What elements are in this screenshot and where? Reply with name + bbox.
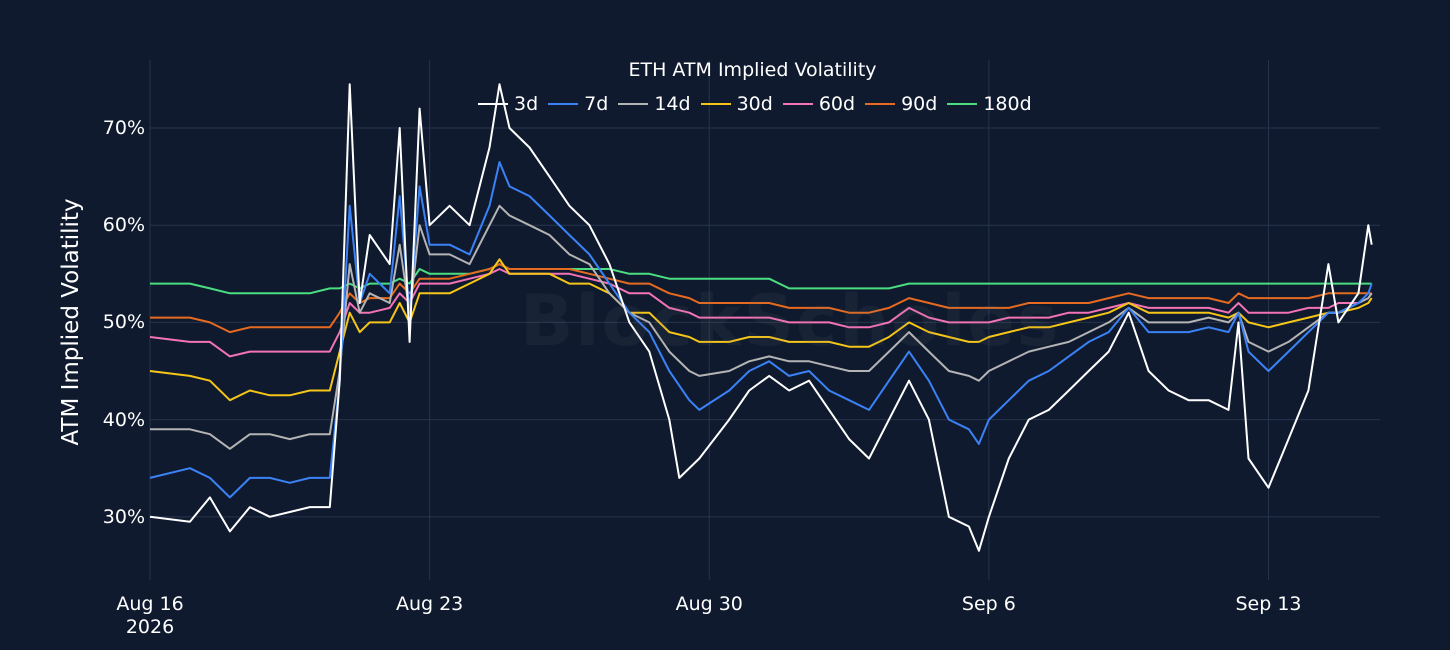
legend-label: 90d: [901, 93, 938, 115]
legend-label: 3d: [514, 93, 539, 115]
series-line-30d: [149, 258, 1373, 402]
legend-item-90d[interactable]: 90d: [865, 93, 937, 115]
legend-item-7d[interactable]: 7d: [548, 93, 608, 115]
x-tick-label: Sep 6: [961, 593, 1016, 615]
legend: 3d 7d 14d 30d 60d 90d 180d: [478, 93, 1042, 115]
legend-item-14d[interactable]: 14d: [618, 93, 691, 115]
x-tick-label: Sep 13: [1235, 593, 1302, 615]
legend-swatch: [618, 103, 649, 105]
series-line-180d: [150, 263, 1372, 295]
legend-label: 180d: [983, 93, 1032, 115]
y-tick-label: 30%: [102, 505, 145, 528]
x-tick-label: Aug 30: [675, 593, 743, 615]
legend-swatch: [478, 103, 508, 105]
y-tick-label: 70%: [102, 117, 145, 140]
y-tick-label: 40%: [102, 408, 145, 431]
x-tick-year-label: 2026: [125, 616, 175, 638]
x-tick-label: Aug 23: [395, 593, 464, 615]
legend-item-30d[interactable]: 30d: [700, 93, 773, 115]
y-tick-label: 60%: [102, 214, 145, 237]
legend-item-60d[interactable]: 60d: [782, 93, 856, 115]
x-tick-label: Aug 16: [116, 593, 184, 615]
legend-label: 7d: [584, 93, 609, 115]
legend-swatch: [865, 103, 896, 105]
legend-item-3d[interactable]: 3d: [478, 93, 538, 115]
series-line-90d: [150, 263, 1372, 334]
legend-item-180d[interactable]: 180d: [947, 93, 1032, 115]
series-lines: [149, 83, 1373, 552]
legend-label: 30d: [736, 93, 773, 115]
legend-swatch: [548, 103, 579, 105]
series-line-14d: [150, 204, 1373, 450]
legend-swatch: [700, 103, 731, 105]
y-tick-label: 50%: [102, 311, 145, 334]
legend-label: 14d: [654, 93, 691, 115]
series-line-60d: [149, 268, 1373, 358]
series-line-3d: [149, 83, 1373, 552]
legend-swatch: [782, 103, 813, 105]
legend-label: 60d: [818, 93, 856, 115]
chart-title: ETH ATM Implied Volatility: [628, 59, 877, 81]
series-line-7d: [149, 161, 1373, 499]
legend-swatch: [947, 103, 978, 105]
